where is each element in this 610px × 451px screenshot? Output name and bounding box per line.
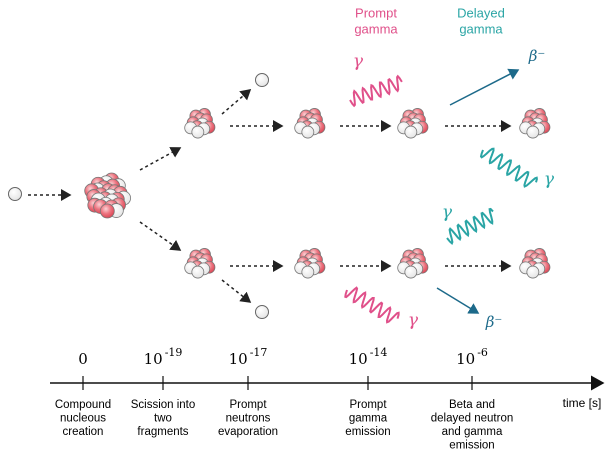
nucleus: [520, 248, 550, 278]
gamma-wave: [350, 76, 402, 106]
time-label: 0: [78, 350, 88, 368]
neutron: [9, 188, 22, 201]
prompt-gamma-title: Prompt: [355, 5, 397, 20]
beta-label: β⁻: [528, 47, 546, 65]
stage-description: evaporation: [218, 426, 278, 438]
gamma-label: γ: [544, 170, 555, 190]
nucleus: [398, 108, 428, 138]
gamma-wave: [481, 149, 537, 187]
neutron: [256, 306, 269, 319]
time-label: 10-6: [456, 346, 488, 368]
time-base: 10: [144, 350, 163, 368]
stage-description: fragments: [137, 426, 188, 438]
stage-description: Compound: [55, 399, 111, 411]
arrow: [222, 280, 250, 302]
delayed-gamma-title: gamma: [459, 21, 503, 36]
nucleon: [302, 266, 314, 278]
stage-description: Beta and: [449, 399, 495, 411]
stage-description: neutrons: [226, 413, 271, 425]
time-label: 10-17: [229, 346, 268, 368]
gamma-wave: [447, 209, 493, 243]
nucleus: [295, 248, 325, 278]
neutron: [256, 74, 269, 87]
gamma-label: γ: [442, 203, 453, 223]
nucleon: [405, 266, 417, 278]
time-base: 10: [349, 350, 368, 368]
stage-description: Prompt: [229, 399, 267, 411]
gamma-label: γ: [353, 52, 364, 72]
nucleon: [527, 126, 539, 138]
stage-description: nucleous: [60, 413, 106, 425]
stage-description: and gamma: [442, 426, 503, 438]
time-base: 10: [456, 350, 475, 368]
arrow: [140, 222, 180, 250]
time-exponent: -6: [477, 346, 488, 359]
axis-label: time [s]: [563, 396, 602, 410]
nucleon: [100, 204, 114, 218]
nucleus: [85, 173, 131, 218]
stage-description: gamma: [349, 413, 388, 425]
nucleon: [192, 126, 204, 138]
stage-description: Prompt: [349, 399, 387, 411]
delayed-gamma-title: Delayed: [457, 5, 505, 20]
arrow: [450, 70, 518, 105]
gamma-wave: [345, 288, 398, 323]
time-base: 0: [78, 350, 88, 368]
time-label: 10-14: [349, 346, 388, 368]
arrow: [222, 90, 250, 114]
nucleus: [295, 108, 325, 138]
arrow: [140, 148, 180, 170]
stage-description: emission: [449, 440, 494, 451]
nucleus: [520, 108, 550, 138]
stage-description: emission: [345, 426, 390, 438]
beta-label: β⁻: [485, 313, 503, 331]
time-exponent: -14: [370, 346, 388, 359]
stage-description: delayed neutron: [431, 413, 513, 425]
nucleus: [185, 248, 215, 278]
stage-description: creation: [63, 426, 104, 438]
time-exponent: -17: [250, 346, 268, 359]
stage-description: Scission into: [131, 399, 196, 411]
prompt-gamma-title: gamma: [354, 21, 398, 36]
gamma-label: γ: [408, 311, 419, 331]
nucleus: [398, 248, 428, 278]
time-base: 10: [229, 350, 248, 368]
nucleon: [302, 126, 314, 138]
nucleus: [185, 108, 215, 138]
nucleon: [527, 266, 539, 278]
diagram: PromptgammaDelayedgammaγγγγβ⁻β⁻time [s]0…: [0, 0, 610, 451]
time-label: 10-19: [144, 346, 183, 368]
nucleon: [192, 266, 204, 278]
stage-description: two: [154, 413, 172, 425]
time-exponent: -19: [165, 346, 183, 359]
arrow: [437, 288, 478, 313]
nucleon: [405, 126, 417, 138]
